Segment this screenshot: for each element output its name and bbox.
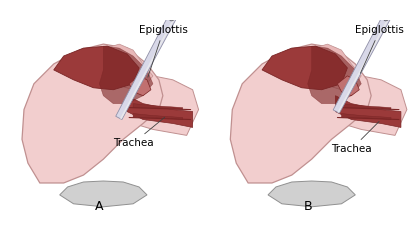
Text: B: B: [303, 200, 312, 213]
Polygon shape: [22, 44, 163, 183]
Polygon shape: [268, 181, 355, 207]
Text: Epiglottis: Epiglottis: [139, 25, 188, 77]
Polygon shape: [99, 46, 153, 104]
Text: A: A: [95, 200, 104, 213]
Polygon shape: [262, 46, 347, 90]
Polygon shape: [175, 0, 190, 4]
Polygon shape: [93, 76, 198, 135]
Polygon shape: [296, 44, 361, 90]
Text: Trachea: Trachea: [113, 117, 165, 148]
Polygon shape: [337, 76, 359, 96]
Polygon shape: [116, 0, 185, 120]
Polygon shape: [337, 3, 397, 113]
Polygon shape: [302, 76, 407, 135]
Polygon shape: [230, 44, 371, 183]
Polygon shape: [129, 76, 151, 96]
Polygon shape: [127, 96, 193, 127]
Polygon shape: [133, 104, 183, 109]
Polygon shape: [333, 0, 398, 113]
Polygon shape: [88, 44, 153, 90]
Polygon shape: [308, 46, 361, 104]
Text: Trachea: Trachea: [331, 121, 379, 154]
Polygon shape: [54, 46, 139, 90]
Polygon shape: [389, 0, 403, 5]
Polygon shape: [335, 96, 401, 127]
Text: Epiglottis: Epiglottis: [355, 25, 404, 73]
Polygon shape: [120, 2, 183, 119]
Polygon shape: [60, 181, 147, 207]
Polygon shape: [342, 104, 391, 109]
Ellipse shape: [169, 12, 176, 21]
Polygon shape: [133, 114, 183, 120]
Polygon shape: [342, 114, 391, 120]
Ellipse shape: [383, 12, 391, 21]
